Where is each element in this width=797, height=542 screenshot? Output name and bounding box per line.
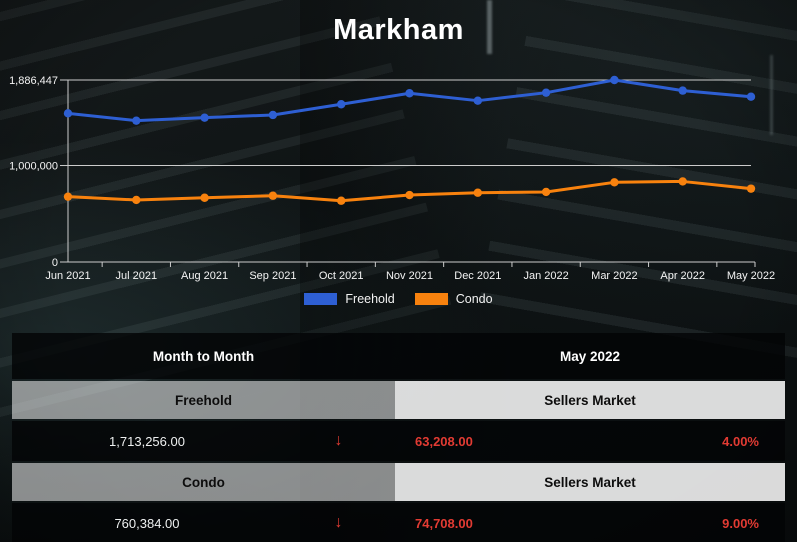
svg-text:1,886,447: 1,886,447 [9,75,58,87]
header-current-month: May 2022 [559,348,621,364]
svg-text:Mar 2022: Mar 2022 [591,270,637,282]
table-header-row: Month to Month May 2022 [12,333,785,379]
svg-text:1,000,000: 1,000,000 [9,161,58,173]
header-month-to-month: Month to Month [152,348,255,364]
svg-text:Jul 2021: Jul 2021 [116,270,158,282]
svg-text:0: 0 [52,257,58,269]
line-chart-canvas: 0 1,000,000 1,886,447 Jun 2021 Jul 2021 Aug 2… [9,75,775,282]
legend-item-freehold[interactable]: Freehold [304,292,395,306]
down-arrow-icon: ↓ [334,432,343,449]
freehold-label: Freehold [12,381,395,419]
chart-legend: Freehold Condo [0,292,797,306]
svg-text:Jan 2022: Jan 2022 [523,270,568,282]
freehold-price: 1,713,256.00 [109,433,185,449]
condo-swatch-icon [414,293,448,305]
freehold-market-status: Sellers Market [395,381,785,419]
page-title: Markham [333,14,464,46]
legend-label: Condo [455,292,493,306]
condo-values-row: 760,384.00 ↓ 74,708.00 9.00% [12,503,785,542]
condo-band-row: Condo Sellers Market [12,463,785,501]
svg-text:Aug 2021: Aug 2021 [181,270,228,282]
freehold-change-amount: 63,208.00 [415,433,473,449]
svg-text:Dec 2021: Dec 2021 [454,270,501,282]
freehold-swatch-icon [304,293,338,305]
legend-label: Freehold [345,292,395,306]
freehold-change-percent: 4.00% [722,433,759,449]
svg-text:May 2022: May 2022 [727,270,775,282]
freehold-values-row: 1,713,256.00 ↓ 63,208.00 4.00% [12,421,785,461]
legend-item-condo[interactable]: Condo [414,292,493,306]
freehold-band-row: Freehold Sellers Market [12,381,785,419]
svg-text:Apr 2022: Apr 2022 [660,270,705,282]
condo-change-amount: 74,708.00 [415,515,473,531]
condo-market-status: Sellers Market [395,463,785,501]
down-arrow-icon: ↓ [334,514,343,531]
condo-price: 760,384.00 [114,515,180,531]
condo-label: Condo [12,463,395,501]
svg-text:Oct 2021: Oct 2021 [319,270,364,282]
svg-text:Jun 2021: Jun 2021 [45,270,90,282]
condo-change-percent: 9.00% [722,515,759,531]
price-trend-chart: 0 1,000,000 1,886,447 Jun 2021 Jul 2021 Aug 2… [0,60,797,290]
svg-text:Sep 2021: Sep 2021 [249,270,296,282]
svg-text:Nov 2021: Nov 2021 [386,270,433,282]
market-summary-table: Month to Month May 2022 Freehold Sellers… [12,333,785,542]
